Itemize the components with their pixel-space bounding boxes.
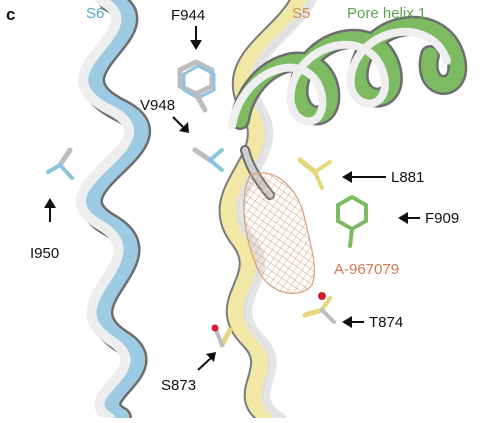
arrow-s873 [197, 352, 216, 371]
ligand-mesh [243, 172, 326, 300]
oxygen-atom [318, 292, 326, 300]
panel-letter: c [6, 5, 16, 24]
label-s5: S5 [292, 5, 311, 22]
arrows [44, 26, 420, 371]
arrow-i950 [44, 198, 56, 222]
label-t874: T874 [369, 314, 404, 331]
label-pore-helix-1: Pore helix 1 [347, 5, 427, 22]
label-l881: L881 [391, 169, 425, 186]
arrow-f944 [190, 26, 202, 50]
side-chains [46, 59, 368, 348]
label-i950: I950 [30, 245, 60, 262]
label-f944: F944 [171, 7, 206, 24]
label-f909: F909 [425, 210, 460, 227]
pore-helix [228, 15, 468, 200]
arrow-v948 [172, 116, 189, 133]
s6-helix [76, 0, 151, 423]
label-v948: V948 [140, 97, 176, 114]
arrow-l881 [342, 171, 386, 183]
label-s6: S6 [86, 5, 105, 22]
label-a-967079: A-967079 [334, 261, 400, 278]
label-s873: S873 [161, 377, 197, 394]
arrow-f909 [398, 212, 420, 224]
arrow-t874 [342, 316, 364, 328]
